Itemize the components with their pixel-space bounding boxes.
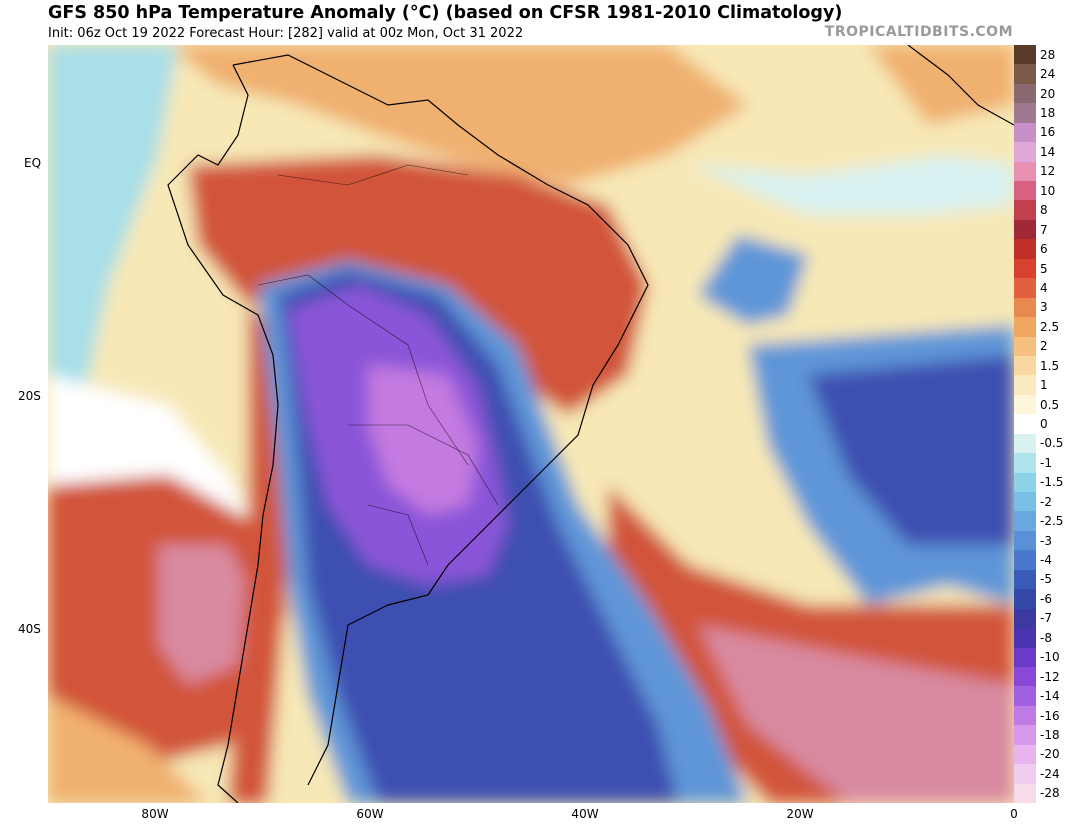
colorbar-label: -18 [1040,727,1060,742]
colorbar-swatch [1014,628,1036,648]
colorbar-label: 2.5 [1040,319,1060,334]
colorbar-label: 1.5 [1040,358,1060,373]
colorbar-label: 0 [1040,417,1048,431]
colorbar-swatch [1014,530,1036,551]
colorbar-swatch [1014,433,1036,454]
lat-label-20s: 20S [18,389,41,403]
colorbar-swatch [1014,453,1036,474]
colorbar-label: 20 [1040,86,1056,101]
colorbar-label: -2 [1040,494,1052,509]
colorbar-label: 4 [1040,280,1048,295]
colorbar-label: 12 [1040,164,1056,179]
colorbar-label: 1 [1040,378,1048,393]
colorbar-swatch [1014,783,1036,804]
colorbar-swatch [1014,103,1036,124]
colorbar-swatch [1014,414,1036,435]
colorbar-label: -24 [1040,766,1060,781]
colorbar [1014,45,1036,804]
colorbar-label: 14 [1040,144,1056,159]
lat-label-40s: 40S [18,622,41,636]
colorbar-swatch [1014,589,1036,610]
colorbar-label: -8 [1040,630,1052,645]
colorbar-label: -7 [1040,611,1052,626]
colorbar-label: -28 [1040,786,1060,801]
lon-label-80w: 80W [141,807,169,821]
colorbar-label: 24 [1040,67,1056,82]
colorbar-swatch [1014,355,1036,376]
colorbar-swatch [1014,200,1036,221]
colorbar-label: -14 [1040,689,1060,704]
lon-label-40w: 40W [571,807,599,821]
colorbar-label: 2 [1040,339,1048,354]
colorbar-label: -16 [1040,708,1060,723]
colorbar-label: 5 [1040,261,1048,276]
colorbar-swatch [1014,83,1036,104]
colorbar-label: 18 [1040,106,1056,121]
anomaly-map [48,45,1014,803]
map-subtitle: Init: 06z Oct 19 2022 Forecast Hour: [28… [48,26,524,41]
colorbar-label: -3 [1040,533,1052,548]
colorbar-label: -6 [1040,591,1052,606]
map-title: GFS 850 hPa Temperature Anomaly (°C) (ba… [48,3,843,23]
colorbar-label: 6 [1040,242,1048,257]
colorbar-swatch [1014,492,1036,512]
colorbar-label: -20 [1040,747,1060,762]
colorbar-label: 16 [1040,125,1056,140]
colorbar-swatch [1014,239,1036,260]
colorbar-label: -1.5 [1040,475,1064,490]
colorbar-swatch [1014,764,1036,785]
colorbar-swatch [1014,550,1036,571]
brand-watermark: TROPICALTIDBITS.COM [824,24,1013,40]
colorbar-swatch [1014,511,1036,532]
colorbar-swatch [1014,45,1036,65]
colorbar-swatch [1014,666,1036,687]
colorbar-swatch [1014,608,1036,629]
colorbar-swatch [1014,317,1036,338]
colorbar-swatch [1014,375,1036,396]
anomaly-field [48,45,1014,803]
lon-label-0: 0 [1010,807,1018,821]
colorbar-label: 28 [1040,47,1056,62]
colorbar-swatch [1014,569,1036,590]
colorbar-label: 10 [1040,183,1056,198]
colorbar-label: -2.5 [1040,514,1064,529]
colorbar-swatch [1014,705,1036,726]
colorbar-swatch [1014,744,1036,765]
lon-label-60w: 60W [356,807,384,821]
colorbar-label: 0.5 [1040,397,1060,412]
colorbar-swatch [1014,472,1036,493]
colorbar-swatch [1014,278,1036,299]
coastline-outlines [167,45,1014,803]
colorbar-label: -4 [1040,553,1052,568]
colorbar-swatch [1014,725,1036,746]
colorbar-swatch [1014,336,1036,357]
colorbar-swatch [1014,142,1036,163]
colorbar-label: -0.5 [1040,436,1064,451]
colorbar-swatch [1014,64,1036,85]
colorbar-swatch [1014,122,1036,143]
lon-label-20w: 20W [786,807,814,821]
colorbar-swatch [1014,219,1036,240]
colorbar-label: -10 [1040,650,1060,665]
colorbar-swatch [1014,686,1036,707]
colorbar-label: 3 [1040,300,1048,315]
colorbar-swatch [1014,297,1036,318]
colorbar-label: 8 [1040,203,1048,218]
colorbar-swatch [1014,258,1036,279]
colorbar-swatch [1014,181,1036,201]
colorbar-label: 7 [1040,222,1048,237]
lat-label-eq: EQ [24,156,42,170]
colorbar-label: -12 [1040,669,1060,684]
colorbar-label: -1 [1040,455,1052,470]
colorbar-label: -5 [1040,572,1052,587]
border-outlines [257,164,499,566]
colorbar-swatch [1014,647,1036,668]
colorbar-swatch [1014,161,1036,182]
colorbar-swatch [1014,394,1036,415]
